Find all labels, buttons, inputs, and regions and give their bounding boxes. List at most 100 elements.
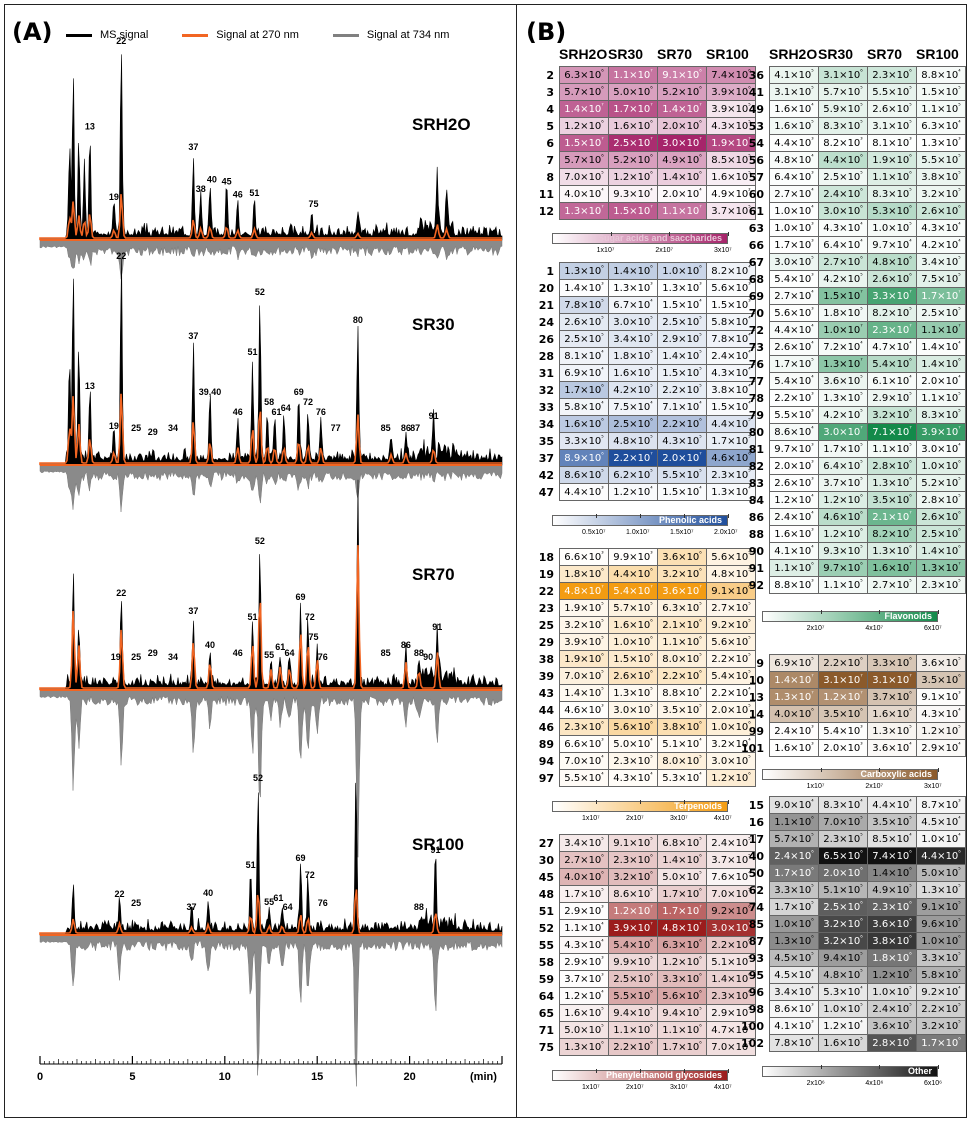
intensity-cell: 3.4×10⁵ xyxy=(608,330,658,348)
colorbar-tick-label: 2x10⁷ xyxy=(626,1083,644,1091)
intensity-cell: 6.9×10⁴ xyxy=(559,364,609,382)
compound-id: 83 xyxy=(748,476,764,490)
table-row: 51 2.9×10³ 1.2×10⁷ 1.7×10⁷ 9.2×10⁶ xyxy=(528,902,756,920)
colorbar-tick-label: 6x10⁶ xyxy=(924,1080,943,1087)
x-tick-label-10: 10 xyxy=(219,1071,231,1083)
intensity-cell: 7.0×10⁵ xyxy=(706,885,756,903)
intensity-cell: 3.2×10⁶ xyxy=(867,406,917,424)
intensity-cell: 1.7×10⁵ xyxy=(818,440,868,458)
colorbar-tick xyxy=(640,799,641,804)
compound-id: 10 xyxy=(748,673,764,687)
table-row: 27 3.4×10⁵ 9.1×10⁵ 6.8×10⁵ 2.4×10⁵ xyxy=(528,834,756,852)
intensity-cell: 9.7×10⁶ xyxy=(818,559,868,577)
compound-id: 67 xyxy=(748,255,764,269)
table-row: 4 1.4×10⁷ 1.7×10⁷ 1.4×10⁷ 3.9×10⁵ xyxy=(528,100,756,118)
trace-270nm-SR100 xyxy=(39,889,502,935)
legend-ms-label: MS signal xyxy=(100,29,149,41)
intensity-cell: 4.4×10⁴ xyxy=(867,796,917,814)
intensity-cell: 7.1×10⁴ xyxy=(657,398,707,416)
x-tick-label-20: 20 xyxy=(403,1071,415,1083)
peak-label-SR30-25: 25 xyxy=(131,423,141,433)
compound-id: 70 xyxy=(748,306,764,320)
intensity-cell: 2.3×10⁶ xyxy=(867,66,917,84)
peak-label-SRH2O-19: 19 xyxy=(109,192,119,202)
compound-id: 54 xyxy=(748,136,764,150)
compound-id: 95 xyxy=(748,968,764,982)
colorbar-tick xyxy=(820,1065,822,1069)
trace-ms-SR70 xyxy=(39,479,503,691)
table-row: 70 5.6×10³ 1.8×10⁵ 8.2×10⁵ 2.5×10⁵ xyxy=(738,304,966,322)
intensity-cell: 2.6×10⁶ xyxy=(867,270,917,288)
intensity-cell: 1.2×10⁶ xyxy=(657,953,707,971)
compound-id: 80 xyxy=(748,425,764,439)
peak-label-SR30-76: 76 xyxy=(316,407,326,417)
intensity-cell: 1.4×10⁶ xyxy=(867,864,917,882)
compound-id: 35 xyxy=(538,434,554,448)
table-terpenoids: 18 6.6×10³ 9.9×10³ 3.6×10⁶ 5.6×10⁵ 19 1.8×10⁶ 4… xyxy=(528,548,756,787)
colorbar-tick-label: 2x10⁷ xyxy=(626,814,644,822)
peak-label-SR70-88: 88 xyxy=(414,648,424,658)
intensity-cell: 5.0×10⁵ xyxy=(657,868,707,886)
table-row: 78 2.2×10³ 1.3×10⁵ 2.9×10⁵ 1.1×10⁵ xyxy=(738,389,966,407)
table-row: 56 4.8×10⁴ 4.4×10⁶ 1.9×10⁶ 5.5×10⁵ xyxy=(738,151,966,169)
peak-label-SR70-46: 46 xyxy=(233,648,243,658)
intensity-cell: 2.6×10⁵ xyxy=(867,100,917,118)
intensity-cell: 3.1×10⁷ xyxy=(818,671,868,689)
peak-label-SR70-64: 64 xyxy=(284,648,294,658)
intensity-cell: 4.3×10⁴ xyxy=(916,705,966,723)
intensity-cell: 6.8×10⁵ xyxy=(657,834,707,852)
intensity-cell: 8.6×10³ xyxy=(769,1000,819,1018)
intensity-cell: 4.7×10⁴ xyxy=(867,338,917,356)
intensity-cell: 1.9×10⁵ xyxy=(559,599,609,617)
table-row: 90 4.1×10⁴ 9.3×10⁵ 1.3×10⁶ 1.4×10⁶ xyxy=(738,542,966,560)
intensity-cell: 4.7×10⁵ xyxy=(706,1021,756,1039)
intensity-cell: 1.2×10⁶ xyxy=(608,168,658,186)
intensity-cell: 5.6×10³ xyxy=(769,304,819,322)
intensity-cell: 4.4×10⁶ xyxy=(818,151,868,169)
peak-label-SR100-52: 52 xyxy=(253,773,263,783)
intensity-cell: 1.4×10³ xyxy=(559,279,609,297)
compound-id: 73 xyxy=(748,340,764,354)
intensity-cell: 4.2×10⁴ xyxy=(916,236,966,254)
colorbar-tick-label: 4x10⁷ xyxy=(714,1083,732,1091)
intensity-cell: 8.0×10⁵ xyxy=(657,752,707,770)
intensity-cell: 5.8×10⁴ xyxy=(559,398,609,416)
legend-270: Signal at 270 nm xyxy=(182,29,299,41)
intensity-cell: 1.4×10⁵ xyxy=(657,347,707,365)
intensity-cell: 4.2×10⁵ xyxy=(608,381,658,399)
intensity-cell: 1.2×10⁶ xyxy=(706,769,756,787)
intensity-cell: 8.5×10⁴ xyxy=(867,830,917,848)
intensity-cell: 1.2×10⁴ xyxy=(818,1017,868,1035)
colorbar-sugar-acids-and-saccharides: Sugar acids and saccharides xyxy=(552,231,729,244)
intensity-cell: 8.8×10⁴ xyxy=(916,66,966,84)
compound-id: 40 xyxy=(748,849,764,863)
peak-label-SR30-51: 51 xyxy=(248,347,258,357)
colorbar-label: Sugar acids and saccharides xyxy=(597,232,722,243)
intensity-cell: 1.1×10⁷ xyxy=(916,321,966,339)
compound-id: 81 xyxy=(748,442,764,456)
table-row: 37 8.9×10⁶ 2.2×10⁷ 2.0×10⁷ 4.6×10⁶ xyxy=(528,449,756,467)
intensity-cell: 4.5×10⁴ xyxy=(769,966,819,984)
peak-label-SRH2O-40: 40 xyxy=(207,175,217,185)
intensity-cell: 5.6×10³ xyxy=(706,279,756,297)
intensity-cell: 2.3×10⁷ xyxy=(867,321,917,339)
intensity-cell: 1.6×10⁵ xyxy=(559,1004,609,1022)
intensity-cell: 4.8×10⁷ xyxy=(657,919,707,937)
compound-id: 85 xyxy=(748,917,764,931)
colorbar-tick-label: 0.5x10⁷ xyxy=(582,528,606,536)
compound-id: 55 xyxy=(538,938,554,952)
intensity-cell: 2.8×10⁶ xyxy=(867,457,917,475)
intensity-cell: 5.4×10³ xyxy=(818,722,868,740)
intensity-cell: 5.5×10³ xyxy=(769,406,819,424)
intensity-cell: 4.8×10⁵ xyxy=(608,432,658,450)
intensity-cell: 3.0×10⁷ xyxy=(657,134,707,152)
compound-id: 3 xyxy=(546,85,554,99)
intensity-cell: 1.0×10⁴ xyxy=(916,830,966,848)
intensity-cell: 2.2×10⁴ xyxy=(706,684,756,702)
intensity-cell: 1.4×10⁴ xyxy=(916,338,966,356)
table-row: 99 2.4×10³ 5.4×10³ 1.3×10⁵ 1.2×10⁵ xyxy=(738,722,966,740)
intensity-cell: 7.0×10⁵ xyxy=(559,667,609,685)
peak-label-SR30-22: 22 xyxy=(116,251,126,261)
intensity-cell: 3.6×10⁶ xyxy=(657,548,707,566)
intensity-cell: 3.6×10⁴ xyxy=(867,739,917,757)
